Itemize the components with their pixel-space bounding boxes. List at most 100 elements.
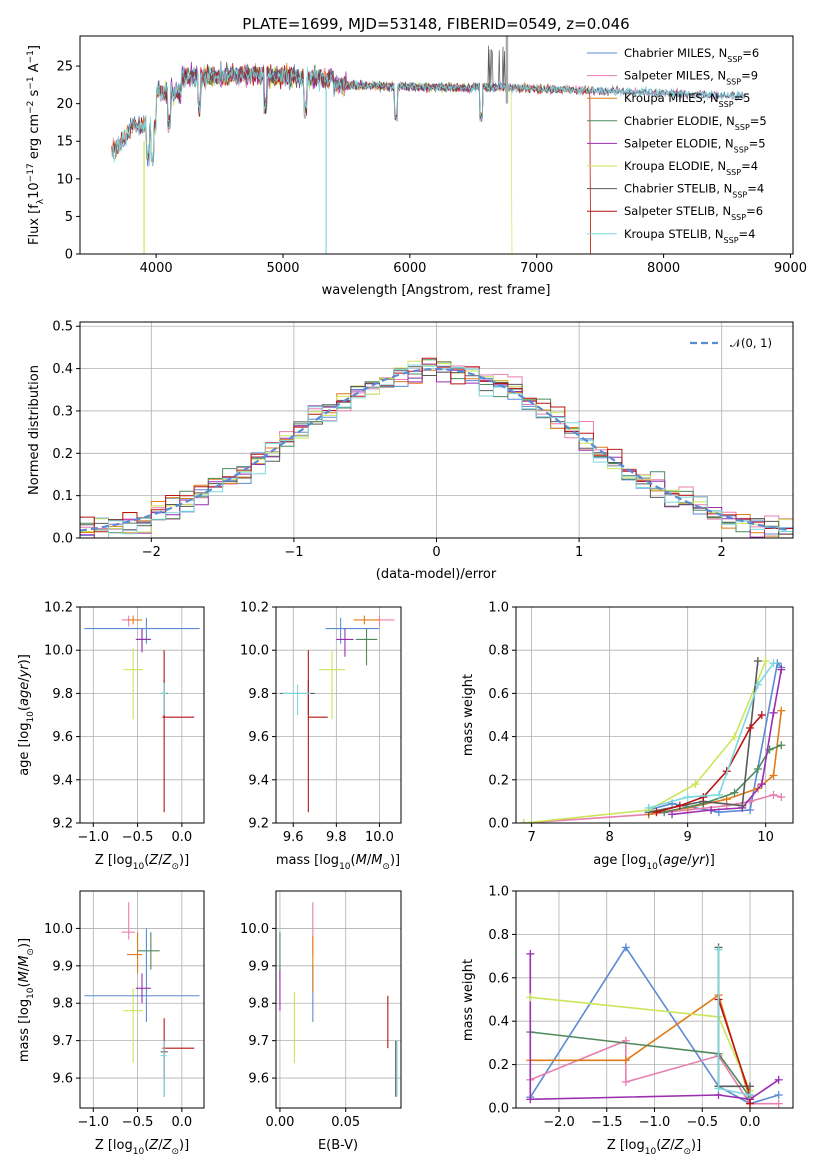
x-tick-label: 4000 [140,261,173,276]
y-tick-label: 5 [65,210,73,225]
x-tick-label: 5000 [266,261,299,276]
x-axis-label: E(B-V) [318,1138,358,1153]
y-tick-label: 25 [56,60,73,75]
y-tick-label: 0.6 [488,687,509,702]
legend-label: Kroupa MILES, NSSP=5 [624,91,750,109]
y-tick-label: 9.8 [248,997,269,1012]
x-axis-label: wavelength [Angstrom, rest frame] [322,283,551,298]
y-tick-label: 0 [65,248,73,263]
x-tick-label: 0.05 [331,1115,360,1130]
plot-area [84,902,200,1097]
x-tick-label: 2 [718,545,726,560]
panel-mass_vs_Z: −1.0 −0.5 0.0 9.6 9.7 9.8 9.9 10.0 [44,890,205,1130]
legend-label: Chabrier MILES, NSSP=6 [624,46,759,64]
x-tick-label: 7000 [520,261,553,276]
panel-age_vs_mass: 9.6 9.8 10.0 9.2 9.4 9.6 9.8 10.0 10.2 [240,601,402,845]
axes-frame [275,606,402,824]
x-tick-label: 8 [605,830,613,845]
y-tick-label: 10.2 [44,601,73,616]
plot-area [280,615,395,813]
x-tick-label: −0.5 [122,830,154,845]
massweight-line [648,661,782,814]
spectrum-line [111,61,745,166]
axes-frame [79,35,794,255]
panel-residuals: −2 −1 0 1 2 0.0 0.1 0.2 0.3 0.4 0.5 [52,320,794,560]
y-tick-label: 9.9 [248,959,269,974]
x-tick-label: −1.0 [77,1115,109,1130]
x-axis-label: Z [log10(Z/Z⊙)] [95,1138,189,1157]
axes-frame [79,606,205,824]
panel-massweight_vs_Z: −2.0 −1.5 −1.0 −0.5 0.0 0.0 0.2 0.4 0.6 0.8 1.0 [488,885,794,1130]
x-tick-label: 10 [757,830,774,845]
x-tick-label: −1.0 [639,1115,671,1130]
x-tick-label: −0.5 [122,1115,154,1130]
x-axis-label: (data-model)/error [376,567,497,582]
legend-label: Kroupa STELIB, NSSP=4 [624,227,755,245]
y-tick-label: 10.2 [240,601,269,616]
x-tick-label: 0.0 [172,830,193,845]
y-axis-label: mass weight [461,674,476,756]
y-tick-label: 0.4 [488,1015,509,1030]
panel-mass_vs_ebv: 0.00 0.05 9.6 9.7 9.8 9.9 10.0 [240,890,402,1130]
massweight-line [672,669,783,816]
y-tick-label: 9.8 [52,687,73,702]
panel-massweight_vs_age: 7 8 9 10 0.0 0.2 0.4 0.6 0.8 1.0 [488,601,794,845]
y-tick-label: 9.4 [52,773,73,788]
x-tick-label: −1.0 [77,830,109,845]
y-tick-label: 0.1 [52,489,73,504]
y-tick-label: 9.2 [52,817,73,832]
plot-area [526,943,783,1108]
y-tick-label: 9.7 [248,1034,269,1049]
x-tick-label: −1 [284,545,303,560]
x-tick-label: 9000 [774,261,807,276]
x-tick-label: 0 [432,545,440,560]
y-tick-label: 9.4 [248,773,269,788]
y-tick-label: 0.0 [488,1102,509,1117]
y-tick-label: 9.6 [52,730,73,745]
y-tick-label: 9.2 [248,817,269,832]
y-tick-label: 9.6 [248,730,269,745]
plot-area [279,902,398,1097]
x-tick-label: 7 [527,830,535,845]
massweight-line [664,744,782,813]
legend-label: Kroupa ELODIE, NSSP=4 [624,159,758,177]
x-tick-label: −2 [142,545,161,560]
gaussian-legend-label: 𝒩(0, 1) [730,336,772,350]
plot-area [111,36,745,254]
axes-frame [79,890,205,1109]
y-tick-label: 20 [56,97,73,112]
panel-spectrum: 4000 5000 6000 7000 8000 9000 0 5 10 15 20 25 [56,35,807,276]
y-tick-label: 9.6 [248,1072,269,1087]
plot-area [84,615,200,813]
legend-label: Salpeter MILES, NSSP=9 [624,69,758,87]
y-tick-label: 0.4 [52,362,73,377]
massweight-line [656,714,763,813]
y-tick-label: 10.0 [44,922,73,937]
y-tick-label: 15 [56,135,73,150]
massweight-line [717,949,751,1096]
y-axis-label: mass [log10(M/M⊙)] [17,938,36,1062]
x-tick-label: 10.0 [365,830,394,845]
gaussian-curve [80,367,791,532]
legend: Chabrier MILES, NSSP=6 Salpeter MILES, NS… [587,46,767,244]
y-tick-label: 10.0 [44,644,73,659]
x-tick-label: −2.0 [543,1115,575,1130]
y-tick-label: 1.0 [488,885,509,900]
x-tick-label: 9.8 [326,830,347,845]
legend-label: Chabrier STELIB, NSSP=4 [624,182,764,200]
x-tick-label: 1 [575,545,583,560]
y-axis-label: Normed distribution [27,365,42,495]
y-tick-label: 0.6 [488,971,509,986]
panel-age_vs_Z: −1.0 −0.5 0.0 9.2 9.4 9.6 9.8 10.0 10.2 [44,601,205,845]
legend-label: Chabrier ELODIE, NSSP=5 [624,114,767,132]
y-tick-label: 9.9 [52,959,73,974]
y-tick-label: 0.8 [488,644,509,659]
spectrum-line [143,64,513,254]
y-tick-label: 10 [56,172,73,187]
x-tick-label: 9.6 [283,830,304,845]
y-axis-label: mass weight [461,959,476,1041]
y-tick-label: 9.8 [248,687,269,702]
x-tick-label: −0.5 [686,1115,718,1130]
y-tick-label: 0.5 [52,320,73,335]
